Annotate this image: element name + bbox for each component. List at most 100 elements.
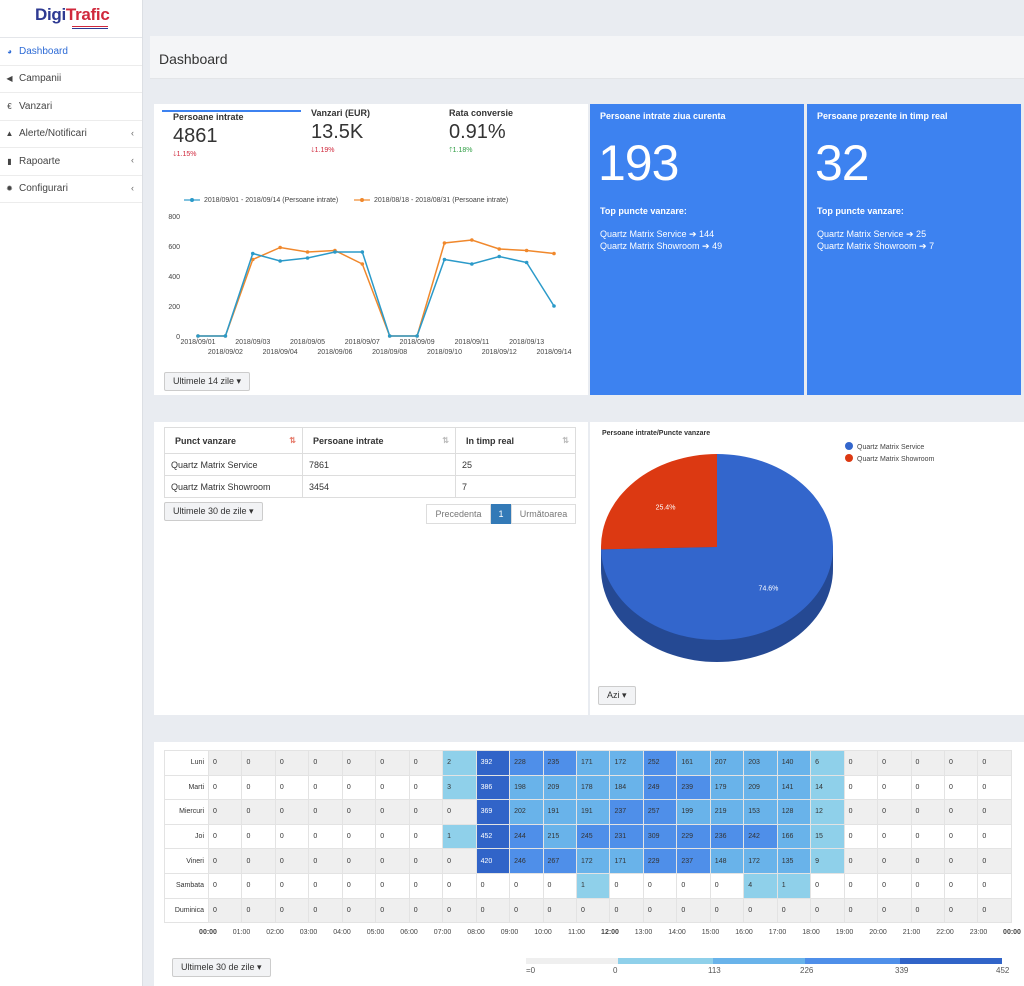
- heatmap-cell: 0: [843, 750, 879, 776]
- legend-label: 339: [895, 966, 909, 975]
- sidebar-item-label: Rapoarte: [19, 155, 61, 167]
- sidebar-item-vanzari[interactable]: € Vanzari: [0, 93, 142, 121]
- pagination-previous[interactable]: Precedenta: [426, 504, 491, 524]
- x-tick-label: 2018/09/13: [509, 339, 544, 346]
- heatmap-cell: 171: [609, 848, 644, 874]
- heatmap-cell: 0: [843, 897, 879, 924]
- sidebar-item-label: Dashboard: [19, 45, 68, 57]
- legend-label: 2018/09/01 - 2018/09/14 (Persoane intrat…: [204, 197, 338, 204]
- heatmap-cell: 141: [776, 774, 812, 801]
- heatmap-day-label: Luni: [164, 750, 209, 776]
- heatmap-cell: 15: [810, 823, 845, 850]
- arrow-down-icon: 🡓: [173, 151, 177, 158]
- data-point: [305, 256, 310, 260]
- kpi-vanzari[interactable]: Vanzari (EUR) 13.5K 🡓1.19%: [311, 100, 370, 157]
- heatmap-cell: 0: [408, 750, 444, 776]
- x-tick-label: 2018/09/05: [290, 339, 325, 346]
- legend-swatch: [900, 958, 1002, 964]
- heatmap-cell: 0: [709, 897, 745, 924]
- kpi-rata[interactable]: Rata conversie 0.91% 🡑1.18%: [449, 100, 513, 157]
- heatmap-cell: 179: [709, 774, 745, 801]
- heatmap-row: Duminica 0 0 0 0 0 0 0 0 0 0 0 0 0 0 0 0 0 0 0 0 0 0 0 0: [164, 897, 1012, 924]
- sidebar-item-dashboard[interactable]: ◕ Dashboard: [0, 38, 142, 66]
- hour-label: 21:00: [902, 929, 921, 936]
- table-row: Quartz Matrix Showroom 3454 7: [164, 475, 576, 498]
- sidebar-item-rapoarte[interactable]: ▮ Rapoarte ‹: [0, 148, 142, 176]
- sort-icon: ⇅: [562, 436, 569, 445]
- heatmap-cell: 0: [408, 848, 444, 874]
- heatmap-cell: 0: [375, 848, 410, 874]
- heatmap-cell: 6: [810, 750, 845, 776]
- data-point: [552, 251, 556, 256]
- heatmap-cell: 0: [709, 872, 745, 899]
- table-cell: 7861: [302, 453, 456, 476]
- kpi-delta: 🡓1.15%: [173, 151, 197, 158]
- heatmap-period-dropdown[interactable]: Ultimele 30 de zile ▾: [172, 958, 271, 977]
- column-header[interactable]: Persoane intrate ⇅: [302, 427, 456, 454]
- heatmap-cell: 231: [609, 823, 644, 850]
- heatmap-cell: 0: [509, 872, 544, 899]
- heatmap-cell: 0: [241, 823, 276, 850]
- hour-label: 06:00: [400, 929, 418, 936]
- heatmap-cell: 0: [308, 799, 343, 825]
- table-period-dropdown[interactable]: Ultimele 30 de zile ▾: [164, 502, 263, 521]
- heatmap-cell: 0: [575, 897, 611, 924]
- heatmap-day-label: Sambata: [164, 872, 209, 899]
- heatmap-cell: 0: [542, 872, 577, 899]
- heatmap-cell: 1: [776, 872, 812, 899]
- bar-chart-icon: ▮: [7, 156, 12, 166]
- column-header[interactable]: In timp real ⇅: [455, 427, 576, 454]
- kpi-persoane[interactable]: Persoane intrate 4861 🡓1.15%: [173, 104, 244, 161]
- sales-points-table: Punct vanzare ⇅ Persoane intrate ⇅ In timp…: [164, 427, 576, 498]
- arrow-down-icon: 🡓: [311, 147, 315, 154]
- heatmap-cell: 0: [943, 750, 979, 776]
- sidebar-item-label: Vanzari: [19, 100, 53, 112]
- heatmap-cell: 140: [776, 750, 812, 776]
- heatmap-cell: 0: [943, 897, 979, 924]
- pie-period-dropdown[interactable]: Azi ▾: [598, 686, 636, 705]
- pagination-page-1[interactable]: 1: [491, 504, 511, 524]
- legend-label: 0: [613, 966, 618, 975]
- heatmap-cell: 420: [475, 848, 511, 874]
- hour-label: 01:00: [232, 929, 251, 936]
- legend-swatch: [805, 958, 900, 964]
- heatmap-cell: 0: [341, 897, 377, 924]
- column-header[interactable]: Punct vanzare ⇅: [164, 427, 303, 454]
- sidebar-item-alerte-notificari[interactable]: ▲ Alerte/Notificari ‹: [0, 121, 142, 148]
- arrow-up-icon: 🡑: [449, 147, 453, 154]
- heatmap-row: Sambata 0 0 0 0 0 0 0 0 0 0 0 1 0 0 0 0 4 1 0 0 0 0 0 0: [164, 872, 1012, 899]
- pagination-next[interactable]: Următoarea: [511, 504, 576, 524]
- hour-label: 18:00: [802, 929, 820, 936]
- heatmap-cell: 0: [341, 750, 377, 776]
- x-tick-label: 2018/09/04: [263, 349, 298, 356]
- logo-underline: [72, 26, 108, 29]
- legend-label: 113: [708, 966, 721, 975]
- kpi-delta: 🡓1.19%: [311, 147, 335, 154]
- heatmap-day-label: Vineri: [164, 848, 209, 874]
- heatmap-cell: 4: [743, 872, 778, 899]
- heatmap-cell: 0: [241, 872, 276, 899]
- heatmap-cell: 0: [375, 750, 410, 776]
- data-point: [524, 248, 529, 253]
- heatmap-cell: 0: [375, 872, 410, 899]
- heatmap-cell: 0: [408, 897, 444, 924]
- heatmap-cell: 244: [509, 823, 544, 850]
- sidebar-item-configurari[interactable]: ✹ Configurari ‹: [0, 176, 142, 203]
- heatmap-cell: 0: [341, 774, 377, 801]
- logo[interactable]: DigiTrafic: [0, 0, 142, 38]
- heatmap-cell: 0: [408, 872, 444, 899]
- x-tick-label: 2018/09/14: [536, 349, 571, 356]
- heatmap-cell: 203: [743, 750, 778, 776]
- legend-swatch: [713, 958, 805, 964]
- heatmap-cell: 0: [843, 823, 879, 850]
- heatmap-cell: 242: [743, 823, 778, 850]
- heatmap-cell: 0: [843, 774, 879, 801]
- sidebar-item-label: Configurari: [19, 183, 68, 195]
- heatmap-cell: 0: [910, 750, 945, 776]
- chart-period-dropdown[interactable]: Ultimele 14 zile ▾: [164, 372, 251, 391]
- sidebar-item-campanii[interactable]: ◀ Campanii: [0, 66, 142, 93]
- heatmap-cell: 0: [877, 750, 912, 776]
- active-kpi-indicator: [162, 110, 301, 112]
- card-top-label: Top puncte vanzare:: [817, 206, 904, 216]
- heatmap-cell: 237: [609, 799, 644, 825]
